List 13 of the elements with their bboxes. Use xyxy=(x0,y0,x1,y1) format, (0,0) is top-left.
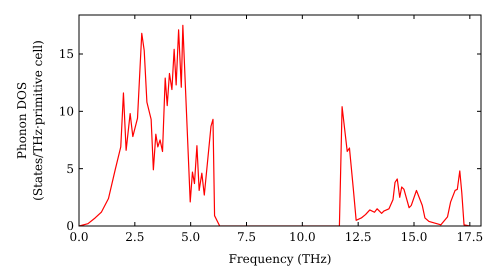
line-series xyxy=(79,24,470,226)
x-tick-label: 10.0 xyxy=(288,230,316,244)
x-tick-label: 5.0 xyxy=(181,230,200,244)
x-tick-label: 7.5 xyxy=(236,230,256,244)
x-tick-label: 2.5 xyxy=(125,230,144,244)
x-tick-label: 12.5 xyxy=(344,230,372,244)
y-axis-title: Phonon DOS (States/THz·primitive cell) xyxy=(15,40,45,201)
y-tick-label: 10 xyxy=(58,104,74,119)
y-tick-label: 15 xyxy=(58,47,74,62)
x-tick-label: 15.0 xyxy=(400,230,428,244)
x-tick-label: 17.5 xyxy=(456,230,484,244)
y-tick-label: 5 xyxy=(66,162,74,176)
x-axis-title: Frequency (THz) xyxy=(228,252,332,266)
